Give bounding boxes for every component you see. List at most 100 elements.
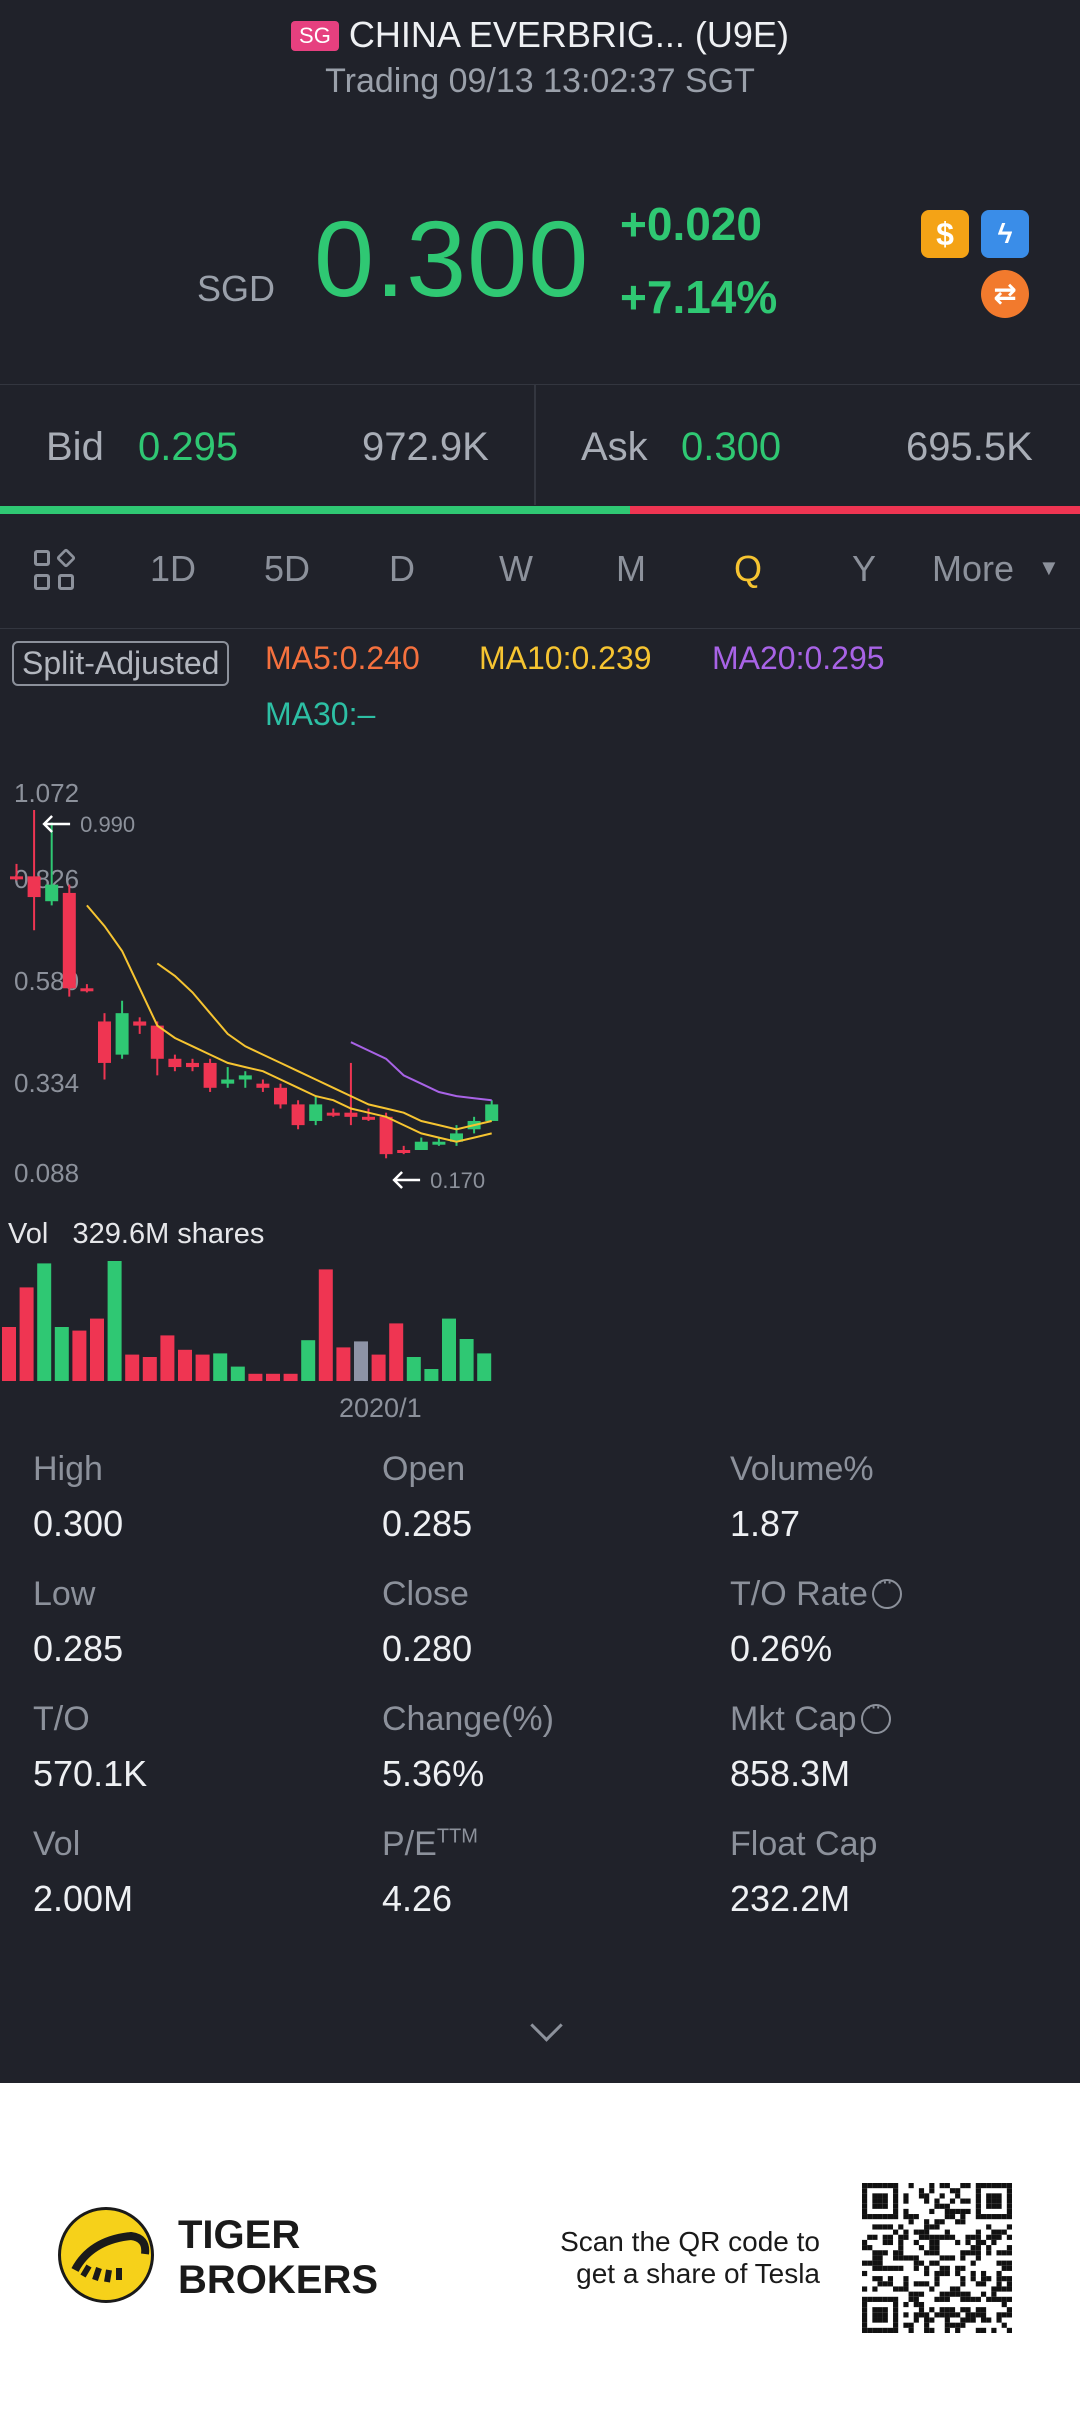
stat-float-cap: Float Cap 232.2M (730, 1825, 1060, 1920)
qr-module (877, 2214, 883, 2220)
qr-module (882, 2281, 888, 2287)
more-info-icon[interactable] (860, 1696, 891, 1734)
qr-module (882, 2307, 888, 2313)
qr-module (887, 2214, 894, 2220)
qr-module (1001, 2322, 1007, 2328)
qr-module (970, 2234, 976, 2240)
qr-module (1001, 2250, 1007, 2256)
qr-module (975, 2193, 981, 2199)
chart-layout-icon[interactable] (34, 547, 78, 594)
qr-module (965, 2208, 971, 2215)
qr-module (918, 2291, 925, 2297)
y-tick-label: 1.072 (14, 778, 79, 808)
qr-module (944, 2265, 950, 2271)
tab-1d[interactable]: 1D (150, 548, 197, 589)
qr-module (872, 2296, 878, 2302)
qr-module (996, 2193, 1002, 2199)
qr-module (944, 2203, 950, 2209)
qr-module (872, 2327, 878, 2333)
qr-module (893, 2312, 899, 2318)
scan-text-line2: get a share of Tesla (576, 2258, 820, 2289)
qr-module (877, 2281, 883, 2287)
stat-value: 0.26% (730, 1628, 833, 1669)
qr-module (1006, 2208, 1012, 2215)
tab-quarter[interactable]: Q (734, 548, 763, 589)
qr-module (975, 2183, 981, 2189)
more-info-icon[interactable] (871, 1571, 902, 1609)
qr-module (903, 2301, 909, 2308)
candle-body (485, 1104, 499, 1121)
qr-module (903, 2312, 909, 2318)
tab-month[interactable]: M (616, 548, 646, 589)
qr-module (898, 2239, 904, 2246)
stat-label: Volume% (730, 1450, 874, 1488)
qr-module (1006, 2276, 1012, 2282)
volume-bar (72, 1330, 87, 1381)
ask-label: Ask (581, 425, 648, 469)
qr-code[interactable] (862, 2183, 1012, 2333)
more-label: More (932, 548, 1015, 589)
currency-label: SGD (197, 268, 276, 309)
qr-module (986, 2193, 992, 2199)
qr-module (893, 2250, 899, 2256)
qr-module (882, 2224, 888, 2230)
stock-title-row[interactable]: SG CHINA EVERBRIG... (U9E) (0, 14, 1080, 56)
qr-module (929, 2286, 935, 2292)
brand-name-line1: TIGER (178, 2213, 301, 2257)
ma10-value: MA10:0.239 (479, 640, 652, 676)
qr-module (934, 2281, 940, 2287)
qr-module (986, 2296, 992, 2302)
qr-module (996, 2203, 1002, 2209)
qr-module (980, 2327, 987, 2333)
qr-module (970, 2270, 976, 2277)
qr-module (1006, 2296, 1012, 2302)
split-adjusted-toggle[interactable]: Split-Adjusted (12, 641, 230, 686)
qr-module (1001, 2296, 1007, 2302)
qr-module (934, 2270, 940, 2277)
candlestick-chart[interactable]: 1.0720.8260.5800.3340.0880.9900.1702020/… (0, 740, 1080, 1440)
qr-module (1006, 2183, 1012, 2189)
qr-module (898, 2245, 904, 2251)
qr-module (877, 2203, 883, 2209)
qr-module (934, 2234, 940, 2240)
qr-module (1006, 2188, 1012, 2194)
candle-body (432, 1141, 446, 1145)
qr-module (975, 2296, 981, 2302)
qr-module (991, 2183, 997, 2189)
qr-module (867, 2245, 873, 2251)
qr-module (908, 2183, 914, 2189)
quote-header: SG CHINA EVERBRIG... (U9E) Trading 09/13 … (0, 0, 1080, 380)
qr-module (898, 2286, 904, 2292)
qr-module (893, 2307, 899, 2313)
swap-icon[interactable]: ⇄ (981, 270, 1029, 318)
flash-icon[interactable]: ϟ (981, 210, 1029, 258)
tab-more[interactable]: More ▼ (932, 548, 1060, 590)
qr-module (949, 2214, 956, 2220)
qr-module (996, 2214, 1002, 2220)
dollar-icon[interactable]: $ (921, 210, 969, 258)
qr-module (980, 2214, 987, 2220)
stat-label: T/O (33, 1700, 90, 1738)
tab-year[interactable]: Y (852, 548, 877, 589)
qr-module (887, 2234, 894, 2240)
tab-day[interactable]: D (389, 548, 415, 589)
qr-module (996, 2276, 1002, 2282)
qr-module (903, 2198, 909, 2204)
qr-module (949, 2312, 956, 2318)
qr-module (877, 2183, 883, 2189)
stat-t-o-rate[interactable]: T/O Rate 0.26% (730, 1571, 1060, 1670)
qr-module (908, 2322, 914, 2328)
qr-module (929, 2183, 935, 2189)
qr-module (918, 2229, 925, 2235)
qr-module (991, 2291, 997, 2297)
stat-mkt-cap[interactable]: Mkt Cap 858.3M (730, 1696, 1060, 1795)
volume-bar (266, 1373, 280, 1381)
qr-module (975, 2239, 981, 2246)
qr-module (887, 2296, 894, 2302)
stat-value: 0.285 (382, 1503, 473, 1544)
qr-module (1001, 2301, 1007, 2308)
qr-module (970, 2250, 976, 2256)
qr-module (929, 2224, 935, 2230)
tab-5d[interactable]: 5D (264, 548, 311, 589)
tab-week[interactable]: W (499, 548, 533, 589)
